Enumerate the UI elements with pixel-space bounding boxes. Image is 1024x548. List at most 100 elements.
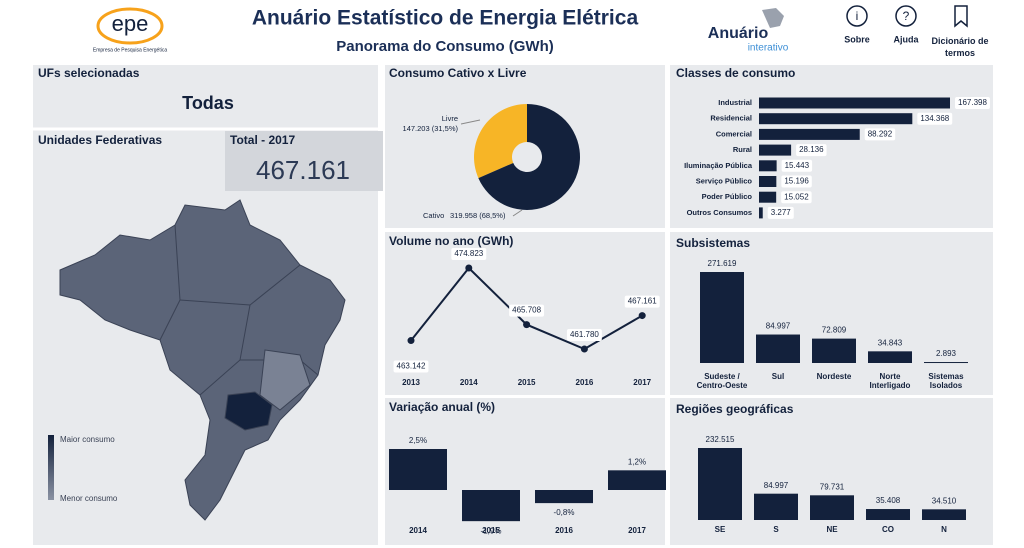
value-label: 28.136 [799,145,824,154]
category-label: Serviço Público [696,176,753,185]
x-tick-label: Nordeste [816,372,852,381]
value-label: 15.443 [785,161,810,170]
button-ajuda[interactable]: ? Ajuda [893,5,919,44]
total-card [225,131,383,191]
leader [512,209,523,217]
chart-title: Consumo Cativo x Livre [389,66,527,80]
legend-label: Menor consumo [60,494,118,503]
logo: epe [112,11,149,36]
label-box [509,304,545,317]
value-label: -0,8% [554,508,575,517]
bar [759,128,860,140]
page-title: Anuário Estatístico de Energia Elétrica [252,7,639,30]
x-tick-label: N [941,525,947,534]
page-subtitle: Panorama do Consumo (GWh) [336,38,554,55]
bar [389,449,447,490]
bar [759,207,763,219]
label-box [781,191,812,204]
bar [759,113,913,125]
bar [759,176,777,187]
value-label: 167.398 [958,98,987,107]
button-sobre[interactable]: i Sobre [844,5,870,44]
chart-title: Classes de consumo [676,66,795,80]
value-label: 88.292 [868,130,893,139]
value-label: 2,5% [409,436,427,445]
label-box [393,360,429,373]
bar [700,272,744,363]
bar [698,448,742,520]
bar [754,493,798,520]
x-tick-label: 2014 [460,378,478,387]
value-label: 79.731 [820,482,845,491]
brand-sub: interativo [748,43,789,54]
chart-title: Regiões geográficas [676,402,794,416]
x-tick-label: Sul [771,372,785,381]
leader [460,119,481,125]
value-label: 232.515 [706,435,735,444]
point [465,264,473,272]
point [580,345,588,353]
slice-label: Cativo [423,211,444,220]
category-label: Rural [733,145,752,154]
x-tick-label: CO [882,525,894,534]
bar [759,97,950,109]
bar [535,490,593,504]
x-tick-label: Sistemas Isolados [928,372,964,390]
x-tick-label: 2015 [482,526,500,535]
x-tick-label: 2015 [518,378,536,387]
bar [812,338,856,363]
bar [462,490,520,522]
bar [810,495,854,520]
total-label: Total - 2017 [230,133,295,147]
value-label: 3.277 [771,208,792,217]
x-tick-label: SE [714,525,726,534]
point [638,312,646,320]
logo-caption: Empresa de Pesquisa Energética [93,47,167,53]
value-label: 15.196 [784,177,809,186]
category-label: Iluminação Pública [684,161,753,170]
legend-gradient [48,435,54,500]
value-label: 474.823 [454,249,483,258]
category-label: Comercial [716,129,752,138]
value-label: 467.161 [628,297,657,306]
button-label[interactable]: Ajuda [893,34,919,44]
button-label[interactable]: Dicionário de termos [931,36,989,58]
x-tick-label: Norte Interligado [869,372,911,390]
map-title: Unidades Federativas [38,133,162,147]
donut-slice [478,104,580,210]
button-label[interactable]: Sobre [844,34,870,44]
x-tick-label: 2017 [628,526,646,535]
point [523,321,531,329]
label-box [566,329,602,341]
x-tick-label: 2013 [402,378,420,387]
chart-title: Variação anual (%) [389,400,495,414]
value-label: 72.809 [822,326,847,335]
bookmark-icon[interactable] [954,5,968,28]
bar [759,160,777,172]
label-box [864,128,896,141]
value-label: 461.780 [570,330,599,339]
svg-text:i: i [856,9,859,23]
x-tick-label: 2017 [633,378,651,387]
x-tick-label: S [773,525,779,534]
bar [922,509,966,520]
label-box [767,206,794,219]
x-tick-label: Sudeste / Centro-Oeste [696,372,748,390]
slice-label: Livre [442,114,458,123]
x-tick-label: 2016 [555,526,573,535]
bar [924,362,968,364]
value-label: 35.408 [876,496,901,505]
label-box [451,248,487,260]
legend-label: Maior consumo [60,435,115,444]
chart-title: Volume no ano (GWh) [389,234,513,248]
donut-slice [474,104,527,179]
value-label: 465.708 [512,306,541,315]
label-box [917,112,953,125]
bar [759,144,792,156]
filter-label: UFs selecionadas [38,66,140,80]
category-label: Residencial [710,114,752,123]
value-label: 1,2% [628,457,646,466]
category-label: Poder Público [702,192,753,201]
